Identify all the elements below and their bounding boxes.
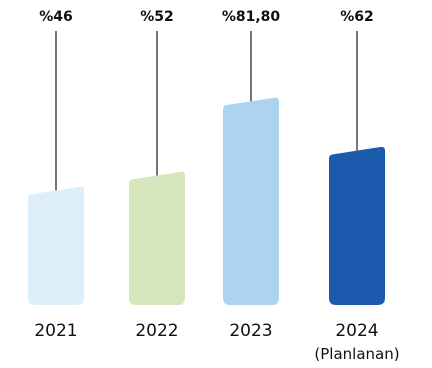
category-sublabel-2024: (Planlanan) xyxy=(314,345,399,363)
value-label-2023: %81,80 xyxy=(222,9,281,25)
value-label-2022: %52 xyxy=(140,9,174,25)
bar-2024 xyxy=(329,146,385,305)
bar-2023 xyxy=(223,97,279,305)
bar-2021 xyxy=(28,186,84,305)
value-label-2021: %46 xyxy=(39,9,73,25)
category-label-2022: 2022 xyxy=(135,321,178,341)
category-label-2021: 2021 xyxy=(34,321,77,341)
category-label-2024: 2024 xyxy=(335,321,378,341)
category-label-2023: 2023 xyxy=(229,321,272,341)
value-label-2024: %62 xyxy=(340,9,374,25)
bar-2022 xyxy=(129,171,185,305)
